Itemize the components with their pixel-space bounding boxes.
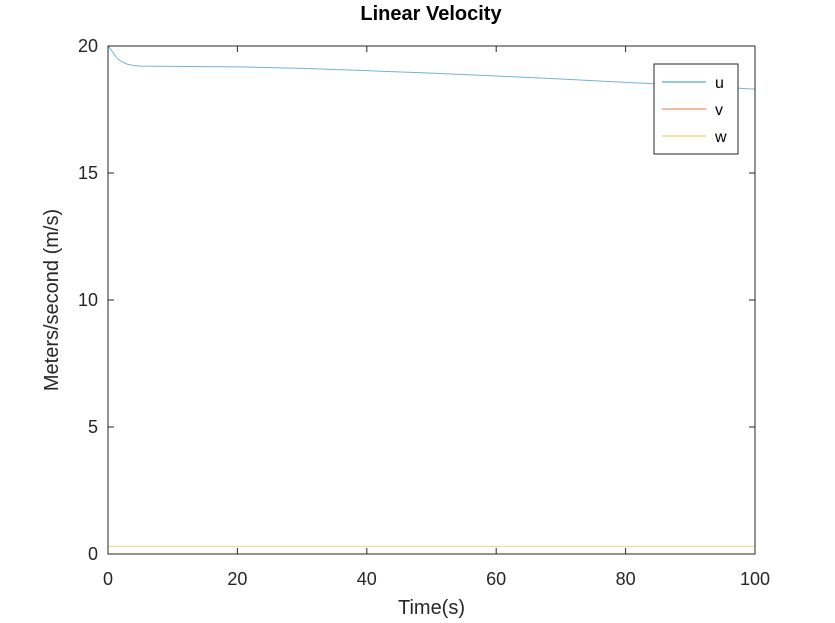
legend-label-v: v <box>715 102 723 119</box>
y-tick-label: 15 <box>78 163 98 183</box>
x-axis-label: Time(s) <box>398 597 465 619</box>
legend-label-w: w <box>714 129 727 146</box>
y-tick-label: 5 <box>88 417 98 437</box>
series-line-u <box>107 45 756 90</box>
x-tick-label: 80 <box>616 569 636 589</box>
x-tick-label: 20 <box>227 569 247 589</box>
y-tick-label: 20 <box>78 36 98 56</box>
legend: uvw <box>653 63 739 155</box>
x-tick-label: 0 <box>103 569 113 589</box>
x-tick-label: 100 <box>740 569 770 589</box>
y-tick-label: 0 <box>88 544 98 564</box>
y-axis-label: Meters/second (m/s) <box>41 209 63 391</box>
y-tick-label: 10 <box>78 290 98 310</box>
x-tick-label: 40 <box>357 569 377 589</box>
x-tick-label: 60 <box>486 569 506 589</box>
y-axis: 0 5 10 15 20 <box>78 36 755 564</box>
legend-label-u: u <box>715 75 724 92</box>
chart-title: Linear Velocity <box>360 3 502 25</box>
x-axis: 0 20 40 60 80 100 <box>103 46 770 589</box>
